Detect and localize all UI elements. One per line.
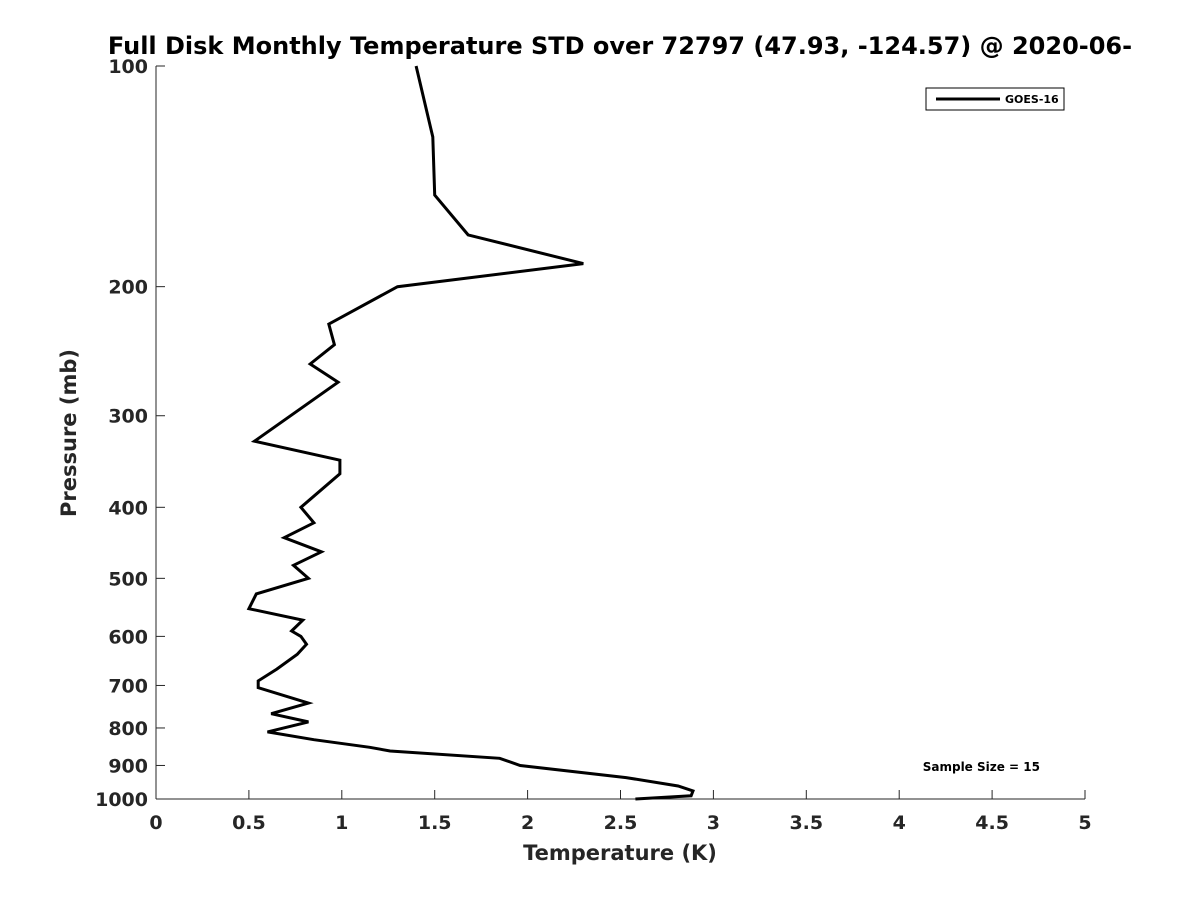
y-tick-label: 500	[108, 568, 148, 590]
chart-title: Full Disk Monthly Temperature STD over 7…	[108, 32, 1132, 60]
legend: GOES-16	[925, 87, 1065, 111]
y-tick-label: 900	[108, 755, 148, 777]
y-tick-label: 100	[108, 56, 148, 78]
x-tick-label: 0.5	[232, 812, 266, 834]
y-tick-label: 600	[108, 626, 148, 648]
y-tick-label: 300	[108, 406, 148, 428]
series-line-goes-16	[246, 65, 695, 801]
x-tick-label: 3	[707, 812, 720, 834]
y-axis-label: Pressure (mb)	[57, 349, 81, 517]
legend-label-goes-16: GOES-16	[1005, 93, 1059, 106]
x-tick-label: 2	[521, 812, 534, 834]
x-tick-label: 5	[1078, 812, 1091, 834]
x-tick-label: 1.5	[418, 812, 452, 834]
y-tick-label: 1000	[95, 789, 148, 811]
y-tick-label: 200	[108, 277, 148, 299]
x-tick-label: 4.5	[975, 812, 1009, 834]
y-tick-label: 700	[108, 675, 148, 697]
x-axis-label: Temperature (K)	[523, 841, 717, 865]
x-tick-label: 0	[149, 812, 162, 834]
x-tick-label: 2.5	[604, 812, 638, 834]
x-tick-label: 4	[893, 812, 906, 834]
y-tick-label: 400	[108, 497, 148, 519]
sample-size-annotation: Sample Size = 15	[923, 760, 1040, 774]
x-tick-label: 3.5	[789, 812, 823, 834]
plot-area: 0 0.5 1 1.5 2 2.5 3 3.5 4 4.5 5 100 200 300 400 500 600 7…	[95, 56, 1092, 834]
y-tick-label: 800	[108, 718, 148, 740]
x-tick-label: 1	[335, 812, 348, 834]
